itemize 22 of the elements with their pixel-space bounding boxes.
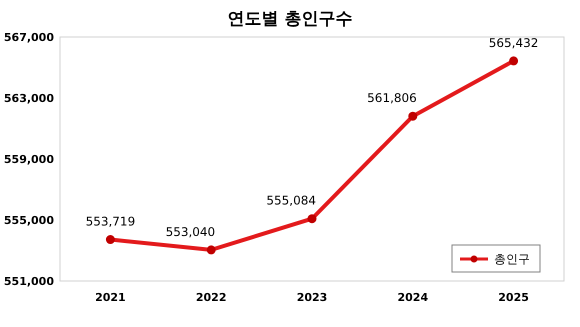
y-tick-label: 567,000 xyxy=(4,31,54,44)
x-tick-label: 2023 xyxy=(296,291,328,304)
point xyxy=(509,56,518,66)
data-label: 561,806 xyxy=(367,91,417,106)
point xyxy=(408,112,418,121)
y-tick-label: 559,000 xyxy=(4,153,54,166)
y-tick-label: 551,000 xyxy=(4,275,54,288)
data-label: 555,084 xyxy=(266,194,316,208)
point xyxy=(308,214,316,224)
x-tick-label: 2021 xyxy=(95,291,126,304)
data-label: 553,040 xyxy=(166,224,216,239)
point xyxy=(106,235,115,244)
point xyxy=(206,245,216,254)
data-label: 565,432 xyxy=(488,36,538,50)
x-tick-label: 2024 xyxy=(397,291,428,304)
y-tick-label: 563,000 xyxy=(4,92,54,105)
legend-label: 총인구 xyxy=(494,252,530,266)
y-tick-label: 555,000 xyxy=(4,214,54,227)
data-label: 553,719 xyxy=(86,214,136,229)
chart-title: 연도별 총인구수 xyxy=(228,9,352,29)
x-tick-label: 2022 xyxy=(196,291,227,304)
x-tick-label: 2025 xyxy=(498,291,529,304)
